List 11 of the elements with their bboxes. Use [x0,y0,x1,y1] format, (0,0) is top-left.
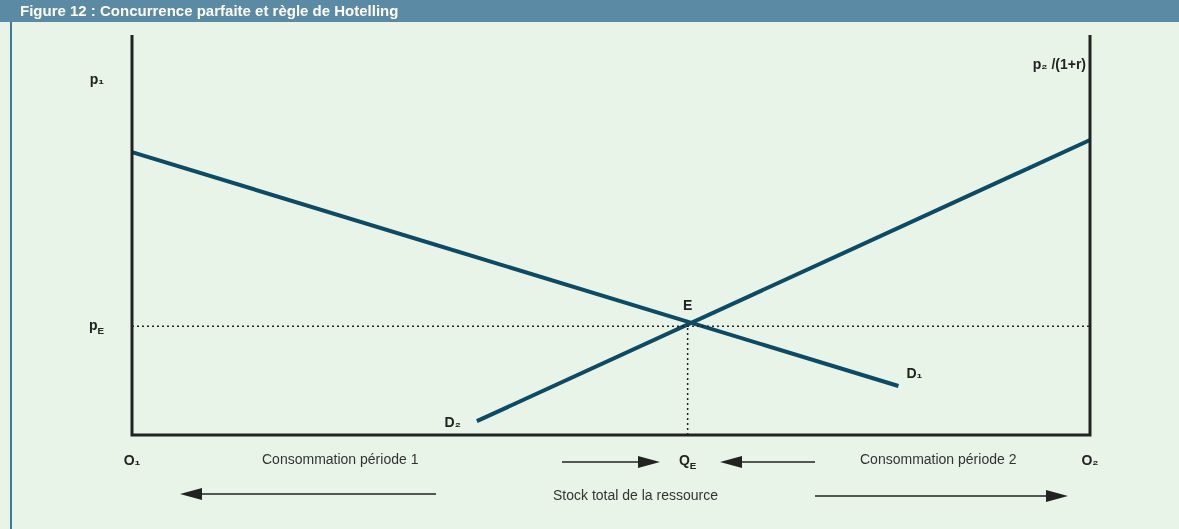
chart-title: Figure 12 : Concurrence parfaite et règle de Hotelling [0,0,1179,22]
series-label: D₁ [906,364,923,381]
x-tick-label: O₂ [1081,451,1099,468]
text: Stock total de la ressource [553,487,718,503]
annotation: E [682,297,693,314]
y2-axis-title: p₂ /(1+r) [1032,55,1087,72]
x-tick-label: O₁ [123,451,141,468]
text: Consommation période 2 [860,451,1017,467]
text: Consommation période 1 [262,451,419,467]
y-axis-title: p₁ [89,70,105,87]
series-label: D₂ [444,414,461,430]
